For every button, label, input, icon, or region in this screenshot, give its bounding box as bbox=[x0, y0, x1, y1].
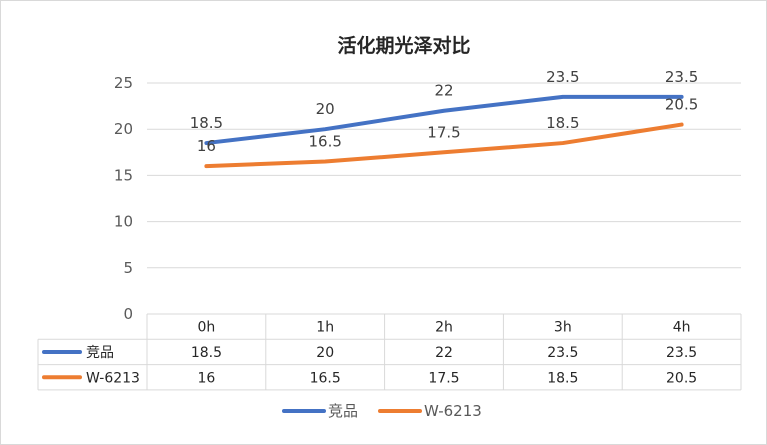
gridlines bbox=[147, 82, 741, 269]
table-value-cell: 22 bbox=[435, 345, 453, 361]
data-label: 18.5 bbox=[546, 114, 579, 132]
x-category-label: 0h bbox=[198, 320, 216, 336]
y-axis-ticks: 0 5 10 15 20 25 bbox=[114, 74, 133, 323]
data-table: 0h 1h 2h 3h 4h 竞品 18.5 20 22 23.5 23.5 W-6213 16 16.5… bbox=[37, 313, 742, 391]
data-label: 16 bbox=[197, 137, 216, 155]
table-value-cell: 23.5 bbox=[666, 345, 697, 361]
table-value-cell: 23.5 bbox=[547, 345, 578, 361]
y-tick-label: 25 bbox=[114, 74, 133, 92]
table-value-cell: 20.5 bbox=[666, 370, 697, 386]
data-label: 16.5 bbox=[308, 133, 341, 151]
data-label: 18.5 bbox=[190, 114, 223, 132]
data-label: 23.5 bbox=[546, 68, 579, 86]
data-labels: 18.5 20 22 23.5 23.5 16 16.5 17.5 18.5 20.5 bbox=[190, 68, 699, 155]
data-label: 22 bbox=[434, 82, 453, 100]
legend: 竞品 W-6213 bbox=[282, 402, 482, 420]
y-tick-label: 20 bbox=[114, 120, 133, 138]
table-series-name: W-6213 bbox=[86, 370, 140, 386]
data-label: 17.5 bbox=[427, 123, 460, 141]
series-lines bbox=[204, 94, 684, 169]
table-series-name: 竞品 bbox=[86, 344, 114, 361]
x-category-label: 1h bbox=[316, 320, 334, 336]
data-label: 20.5 bbox=[665, 96, 698, 114]
legend-label: W-6213 bbox=[424, 402, 482, 420]
y-tick-label: 15 bbox=[114, 166, 133, 184]
table-value-cell: 18.5 bbox=[191, 345, 222, 361]
y-tick-label: 10 bbox=[114, 213, 133, 231]
series-line-0 bbox=[204, 94, 684, 146]
x-category-label: 2h bbox=[435, 320, 453, 336]
series-line-1 bbox=[204, 122, 684, 169]
data-label: 20 bbox=[316, 100, 335, 118]
table-value-cell: 18.5 bbox=[547, 370, 578, 386]
y-tick-label: 5 bbox=[123, 259, 133, 277]
table-value-cell: 16.5 bbox=[310, 370, 341, 386]
chart-title: 活化期光泽对比 bbox=[337, 34, 470, 57]
table-value-cell: 17.5 bbox=[428, 370, 459, 386]
x-category-label: 3h bbox=[554, 320, 572, 336]
data-label: 23.5 bbox=[665, 68, 698, 86]
table-value-cell: 20 bbox=[316, 345, 334, 361]
y-tick-label: 0 bbox=[123, 305, 133, 323]
table-value-cell: 16 bbox=[197, 370, 215, 386]
legend-label: 竞品 bbox=[328, 402, 358, 420]
x-category-label: 4h bbox=[673, 320, 691, 336]
